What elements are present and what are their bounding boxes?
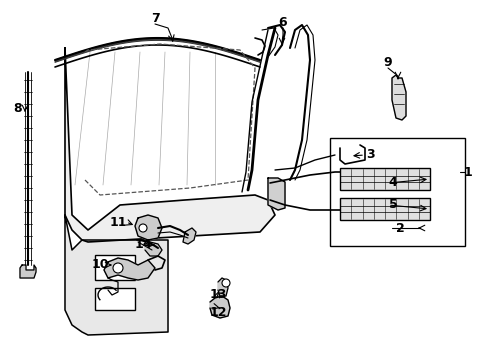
Bar [340,168,430,190]
Polygon shape [268,178,285,210]
Polygon shape [65,48,275,242]
Text: 11: 11 [109,216,127,229]
Text: 7: 7 [150,12,159,24]
Bar [330,138,465,246]
Text: 6: 6 [279,15,287,28]
Circle shape [139,224,147,232]
Circle shape [113,263,123,273]
Polygon shape [20,265,36,278]
Text: 14: 14 [134,238,152,251]
Text: 1: 1 [464,166,472,179]
Circle shape [222,279,230,287]
Text: 3: 3 [366,148,374,162]
Text: 5: 5 [389,198,397,211]
Bar [340,198,430,220]
Polygon shape [392,75,406,120]
Polygon shape [104,258,155,280]
Text: 9: 9 [384,55,392,68]
Text: 13: 13 [209,288,227,302]
Polygon shape [145,242,162,256]
Polygon shape [65,215,168,335]
Bar [95,288,135,310]
Polygon shape [183,228,196,244]
Text: 4: 4 [389,176,397,189]
Polygon shape [218,278,228,296]
Bar [95,255,135,280]
Polygon shape [210,296,230,318]
Text: 12: 12 [209,306,227,319]
Polygon shape [135,215,162,240]
Text: 8: 8 [14,102,23,114]
Text: 2: 2 [395,221,404,234]
Text: 10: 10 [91,258,109,271]
